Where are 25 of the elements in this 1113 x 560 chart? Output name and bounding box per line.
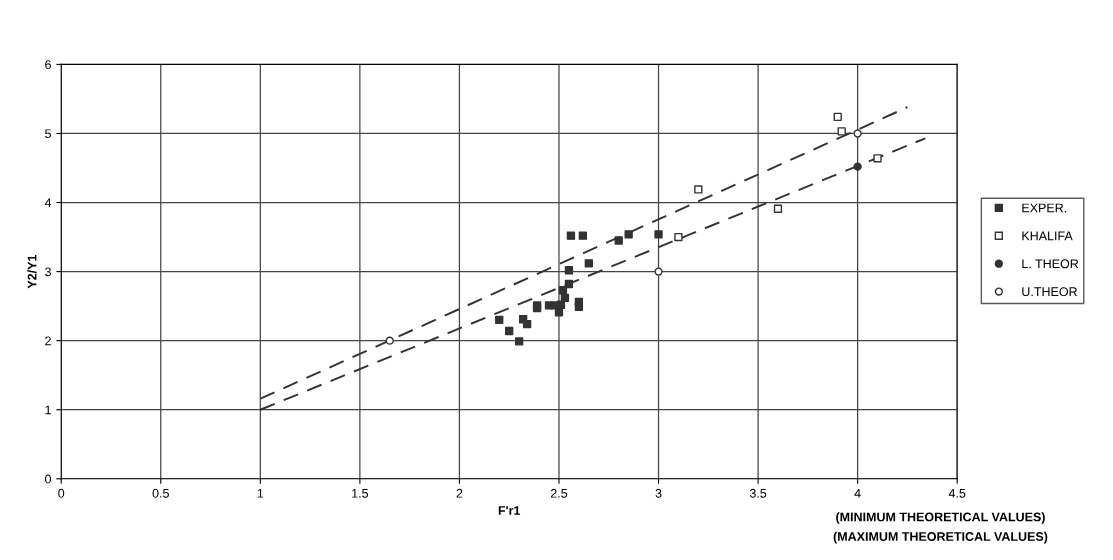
x-tick-label: 0.5 bbox=[152, 488, 169, 498]
y-tick-label: 0 bbox=[45, 474, 51, 484]
legend-label: KHALIFA bbox=[1022, 231, 1073, 241]
legend-label: L. THEOR bbox=[1022, 259, 1079, 269]
legend-label: U.THEOR bbox=[1022, 287, 1078, 297]
x-tick-label: 4.5 bbox=[948, 488, 966, 498]
x-tick-label: 3 bbox=[655, 488, 662, 498]
y-tick-label: 2 bbox=[45, 336, 51, 346]
y-tick-label: 3 bbox=[45, 267, 51, 277]
text: (MINIMUM THEORETICAL VALUES) bbox=[836, 512, 1045, 524]
x-tick-label: 1 bbox=[257, 488, 264, 498]
x-tick-label: 2 bbox=[456, 488, 463, 498]
x-tick-label: 0 bbox=[58, 488, 65, 498]
x-tick-label: 2.5 bbox=[550, 488, 568, 498]
legend-label: EXPER. bbox=[1022, 203, 1067, 213]
y-tick-label: 5 bbox=[45, 129, 51, 139]
y-tick-label: 6 bbox=[45, 60, 51, 70]
x-axis-title: F'r1 bbox=[498, 506, 521, 515]
text: (MAXIMUM THEORETICAL VALUES) bbox=[833, 531, 1048, 544]
y-tick-label: 1 bbox=[45, 405, 51, 415]
y-tick-label: 4 bbox=[44, 198, 52, 208]
x-tick-label: 4 bbox=[854, 488, 861, 498]
y-axis-title: Y2/Y1 bbox=[27, 254, 37, 289]
x-tick-label: 1.5 bbox=[352, 488, 369, 498]
x-tick-label: 3.5 bbox=[749, 488, 767, 498]
